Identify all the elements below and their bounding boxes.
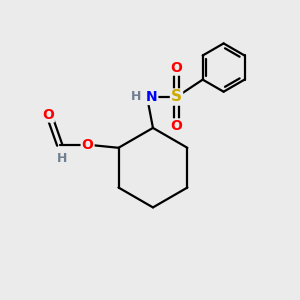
Text: O: O bbox=[171, 61, 182, 75]
Text: H: H bbox=[57, 152, 67, 165]
Text: N: N bbox=[146, 90, 157, 104]
Text: O: O bbox=[42, 107, 54, 122]
Text: H: H bbox=[131, 90, 141, 103]
Text: O: O bbox=[171, 119, 182, 134]
Text: S: S bbox=[171, 89, 182, 104]
Text: O: O bbox=[82, 138, 94, 152]
